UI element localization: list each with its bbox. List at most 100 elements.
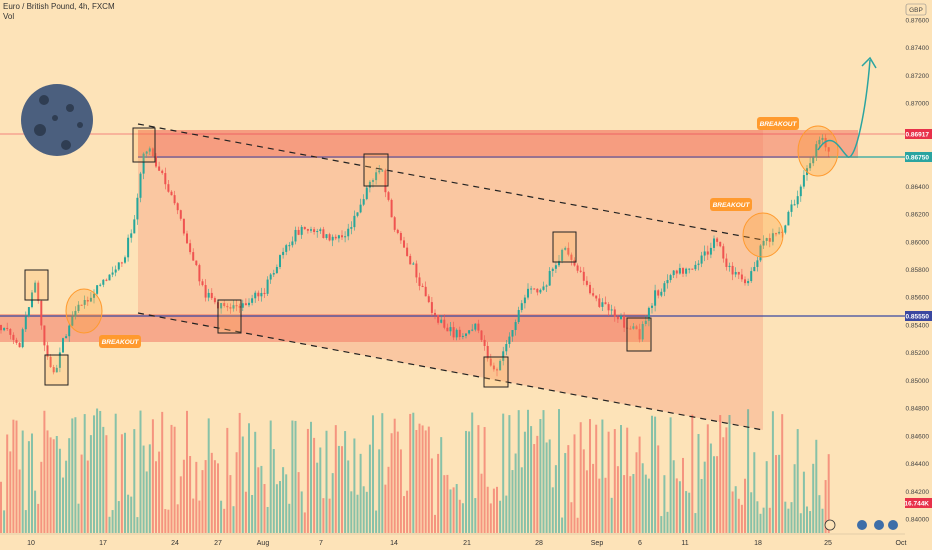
volume-bar (49, 437, 52, 533)
volume-bar (623, 475, 626, 533)
candle-body (815, 144, 818, 158)
volume-bar (279, 481, 281, 533)
volume-bar (505, 495, 508, 533)
volume-bar (579, 422, 582, 533)
candle-body (660, 291, 663, 296)
volume-bar (573, 434, 576, 533)
candle-body (672, 270, 675, 276)
volume-bar (127, 494, 130, 533)
candle-body (511, 330, 514, 337)
volume-bar (759, 513, 762, 533)
volume-bar (167, 509, 170, 533)
candle-body (275, 266, 278, 274)
volume-bar (725, 427, 728, 533)
volume-bar (120, 434, 123, 533)
settings-icon (857, 520, 867, 530)
breakout-circle (65, 288, 103, 334)
volume-bar (533, 444, 536, 533)
volume-bar (148, 444, 151, 533)
candle-body (499, 360, 502, 371)
volume-bar (105, 435, 108, 533)
volume-bar (558, 409, 560, 533)
candle-body (145, 151, 148, 154)
volume-bar (787, 508, 790, 533)
candle-body (821, 137, 824, 140)
volume-bar (703, 461, 706, 533)
candle-body (263, 292, 266, 294)
volume-bar (731, 491, 734, 533)
volume-bar (502, 413, 505, 533)
volume-bar (430, 458, 433, 533)
candle-body (474, 323, 477, 330)
price-tag (905, 152, 932, 162)
volume-bar (65, 460, 68, 533)
volume-indicator-label: Vol (3, 12, 15, 21)
volume-bar (207, 418, 210, 533)
candle-body (424, 286, 427, 297)
volume-bar (390, 433, 393, 533)
volume-bar (151, 419, 154, 533)
candle-body (328, 234, 331, 241)
price-tag (905, 311, 932, 321)
candle-body (554, 265, 557, 269)
candle-body (719, 241, 722, 247)
candle-body (446, 327, 449, 332)
candle-body (344, 236, 347, 238)
price-tag (905, 129, 932, 139)
candle-body (316, 231, 319, 233)
candle-body (527, 288, 529, 298)
volume-bar (341, 446, 343, 533)
x-tick-label: 14 (390, 540, 398, 547)
candle-body (151, 148, 154, 157)
x-tick-label: Oct (896, 540, 907, 547)
candle-body (440, 319, 443, 323)
volume-bar (471, 412, 474, 533)
candles (0, 134, 830, 377)
candle-body (682, 268, 684, 274)
candle-body (378, 170, 381, 173)
volume-bar (554, 465, 557, 533)
volume-bar (83, 414, 86, 533)
volume-bar (601, 419, 604, 533)
x-tick-label: 17 (99, 540, 107, 547)
candle-body (654, 290, 657, 306)
candle-body (598, 298, 601, 307)
volume-bar (768, 507, 771, 533)
candle-body (824, 137, 827, 148)
y-tick-label: 0.85600 (906, 295, 930, 302)
candle-body (213, 298, 216, 303)
candle-body (641, 323, 644, 340)
volume-bar (303, 512, 306, 533)
candle-body (657, 290, 660, 296)
candle-body (80, 304, 83, 306)
candle-body (232, 305, 235, 309)
volume-bar (297, 472, 300, 533)
volume-bar (747, 409, 750, 533)
candle-body (728, 265, 731, 267)
candle-body (753, 266, 756, 272)
volume-bar (291, 420, 294, 533)
y-tick-label: 0.86000 (906, 239, 930, 246)
volume-bar (545, 442, 548, 533)
volume-bar (155, 461, 157, 533)
candle-body (713, 238, 715, 248)
volume-bar (756, 501, 759, 533)
volume-bar (496, 486, 498, 533)
volume-bar (465, 430, 467, 533)
y-tick-label: 0.84400 (906, 461, 930, 468)
candle-body (737, 271, 740, 275)
volume-bar (99, 410, 102, 533)
projection-arrowhead (861, 56, 877, 69)
volume-bar (678, 481, 681, 533)
x-tick-label: 21 (463, 540, 471, 547)
candle-body (616, 316, 619, 320)
volume-bar (793, 464, 796, 533)
candle-body (663, 283, 666, 292)
volume-bar (139, 410, 142, 533)
volume-bar (9, 451, 12, 533)
candle-body (756, 260, 759, 267)
candle-body (325, 234, 328, 238)
candle-body (592, 293, 595, 296)
